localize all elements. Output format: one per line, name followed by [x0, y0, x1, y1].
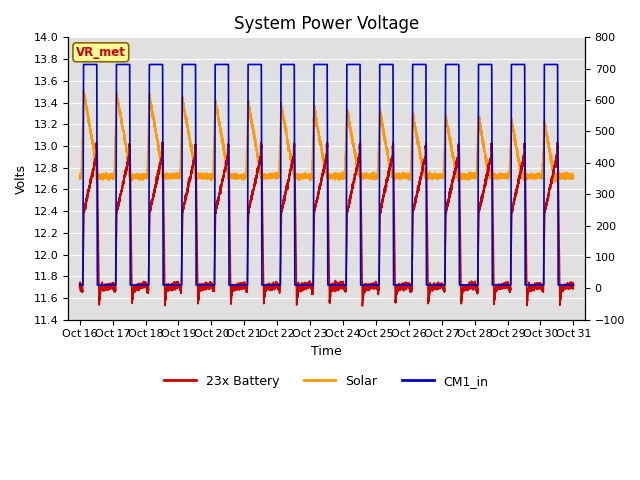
23x Battery — [255, 166, 262, 172]
Line: CM1_in: CM1_in — [79, 64, 573, 285]
Solar — [390, 174, 397, 180]
Solar — [551, 179, 559, 185]
Line: 23x Battery: 23x Battery — [79, 142, 573, 306]
23x Battery — [159, 139, 166, 145]
Solar — [570, 174, 577, 180]
Solar — [468, 173, 476, 179]
Solar — [368, 174, 376, 180]
23x Battery — [100, 282, 108, 288]
CM1_in — [442, 61, 449, 67]
CM1_in — [255, 61, 262, 67]
CM1_in — [570, 282, 577, 288]
Solar — [255, 158, 262, 164]
23x Battery — [390, 153, 397, 158]
Text: VR_met: VR_met — [76, 46, 126, 59]
Solar — [76, 175, 83, 180]
23x Battery — [368, 284, 376, 290]
Title: System Power Voltage: System Power Voltage — [234, 15, 419, 33]
CM1_in — [368, 282, 376, 288]
CM1_in — [100, 282, 108, 288]
Solar — [80, 87, 88, 93]
Solar — [442, 116, 449, 122]
23x Battery — [76, 280, 83, 286]
CM1_in — [468, 282, 476, 288]
Solar — [100, 173, 108, 179]
Legend: 23x Battery, Solar, CM1_in: 23x Battery, Solar, CM1_in — [159, 370, 493, 393]
23x Battery — [358, 303, 366, 309]
Line: Solar: Solar — [79, 90, 573, 182]
23x Battery — [468, 285, 476, 290]
CM1_in — [76, 282, 83, 288]
CM1_in — [390, 235, 397, 241]
X-axis label: Time: Time — [311, 345, 342, 358]
CM1_in — [79, 61, 87, 67]
23x Battery — [570, 283, 577, 288]
Y-axis label: Volts: Volts — [15, 164, 28, 193]
23x Battery — [442, 222, 450, 228]
